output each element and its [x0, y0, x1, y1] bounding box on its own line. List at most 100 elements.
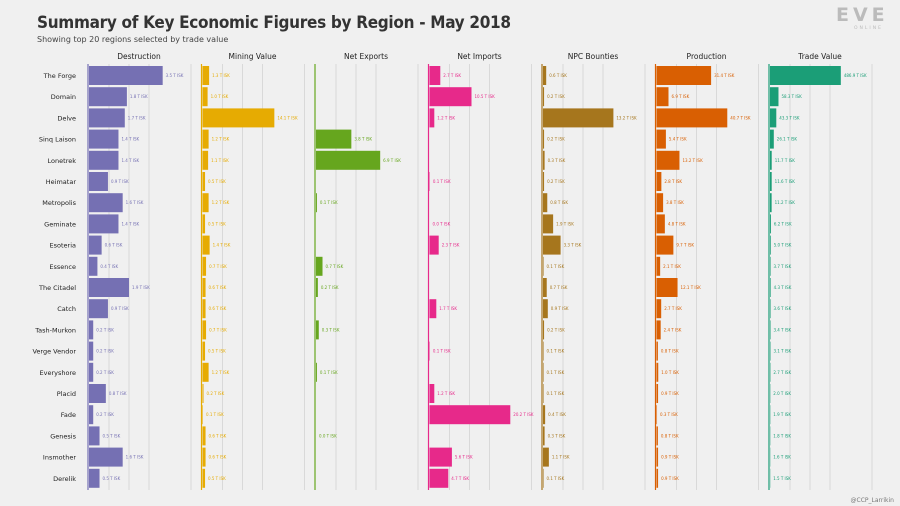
bar [89, 362, 94, 382]
bar [202, 256, 207, 276]
data-label: 1.8 T ISK [130, 94, 148, 99]
bar [656, 66, 712, 85]
bar [656, 214, 665, 234]
bar [202, 172, 206, 191]
category-label: Metropolis [42, 199, 76, 207]
bar [202, 278, 206, 297]
bar [202, 362, 209, 382]
data-label: 0.5 T ISK [208, 179, 226, 184]
data-label: 0.6 T ISK [105, 243, 123, 248]
bar [429, 405, 511, 425]
bar [656, 405, 658, 425]
bar [89, 235, 102, 255]
bar [89, 66, 163, 85]
data-label: 4.7 T ISK [451, 476, 469, 481]
data-label: 43.3 T ISK [779, 115, 800, 120]
bar [89, 341, 94, 361]
data-label: 10.5 T ISK [475, 94, 496, 99]
data-label: 0.1 T ISK [547, 349, 565, 354]
data-label: 0.2 T ISK [547, 327, 565, 332]
data-label: 1.1 T ISK [552, 455, 570, 460]
data-label: 2.7 T ISK [443, 73, 461, 78]
data-label: 9.7 T ISK [676, 243, 694, 248]
bar [770, 108, 777, 128]
bar [202, 320, 207, 340]
bar [316, 150, 381, 170]
bar [656, 320, 661, 340]
category-label: Derelik [53, 475, 76, 483]
data-label: 11.7 T ISK [775, 158, 796, 163]
data-label: 486.9 T ISK [844, 73, 867, 78]
author-credit: @CCP_Larrikin [850, 497, 894, 504]
data-label: 0.1 T ISK [547, 264, 565, 269]
bar [89, 447, 123, 467]
bar [202, 108, 275, 128]
bar [656, 87, 669, 107]
data-label: 0.2 T ISK [96, 412, 114, 417]
category-label: Geminate [44, 220, 76, 228]
data-label: 1.2 T ISK [212, 200, 230, 205]
data-label: 0.2 T ISK [96, 327, 114, 332]
bar [543, 341, 544, 361]
data-label: 31.4 T ISK [714, 73, 735, 78]
bar [89, 193, 123, 213]
data-label: 14.1 T ISK [277, 115, 298, 120]
bar [656, 362, 659, 382]
data-label: 1.2 T ISK [212, 137, 230, 142]
data-label: 0.2 T ISK [321, 285, 339, 290]
bar [656, 384, 659, 403]
data-label: 1.4 T ISK [121, 158, 139, 163]
logo-sub-text: ONLINE [854, 25, 883, 31]
bar [202, 129, 209, 149]
data-label: 0.2 T ISK [547, 137, 565, 142]
data-label: 0.4 T ISK [100, 264, 118, 269]
bar [543, 278, 547, 297]
category-label: The Citadel [38, 284, 76, 292]
data-label: 6.9 T ISK [672, 94, 690, 99]
bar [543, 299, 548, 319]
bar [429, 299, 437, 319]
column-header: Trade Value [797, 52, 842, 61]
bar [543, 87, 545, 107]
data-label: 2.0 T ISK [773, 391, 791, 396]
bar [316, 278, 318, 297]
bar [543, 362, 544, 382]
bar [656, 468, 659, 488]
bar [543, 214, 554, 234]
bar [89, 426, 100, 446]
logo-main-text: EVE [836, 4, 889, 26]
category-label: Verge Vendor [32, 348, 76, 356]
bar [656, 256, 661, 276]
data-label: 1.6 T ISK [126, 200, 144, 205]
category-label: Heimatar [46, 178, 77, 186]
data-label: 1.2 T ISK [212, 370, 230, 375]
data-label: 0.1 T ISK [547, 370, 565, 375]
bar [543, 66, 547, 85]
data-label: 1.7 T ISK [128, 115, 146, 120]
bar [316, 256, 323, 276]
category-label: Esoteria [50, 242, 76, 250]
data-label: 1.8 T ISK [773, 433, 791, 438]
data-label: 1.6 T ISK [773, 455, 791, 460]
data-label: 0.9 T ISK [661, 455, 679, 460]
data-label: 0.6 T ISK [209, 455, 227, 460]
data-label: 1.0 T ISK [661, 370, 679, 375]
data-label: 0.1 T ISK [206, 412, 224, 417]
bar [89, 87, 127, 107]
bar [429, 384, 435, 403]
data-label: 0.8 T ISK [550, 200, 568, 205]
data-label: 1.2 T ISK [437, 391, 455, 396]
data-label: 0.7 T ISK [326, 264, 344, 269]
data-label: 11.6 T ISK [775, 179, 796, 184]
data-label: 0.5 T ISK [208, 349, 226, 354]
data-label: 4.3 T ISK [774, 285, 792, 290]
data-label: 0.5 T ISK [103, 433, 121, 438]
bar [543, 235, 561, 255]
data-label: 0.6 T ISK [209, 433, 227, 438]
data-label: 1.9 T ISK [556, 221, 574, 226]
data-label: 0.6 T ISK [209, 306, 227, 311]
data-label: 0.8 T ISK [109, 391, 127, 396]
data-label: 0.7 T ISK [550, 285, 568, 290]
data-label: 3.7 T ISK [774, 264, 792, 269]
data-label: 0.9 T ISK [111, 306, 129, 311]
